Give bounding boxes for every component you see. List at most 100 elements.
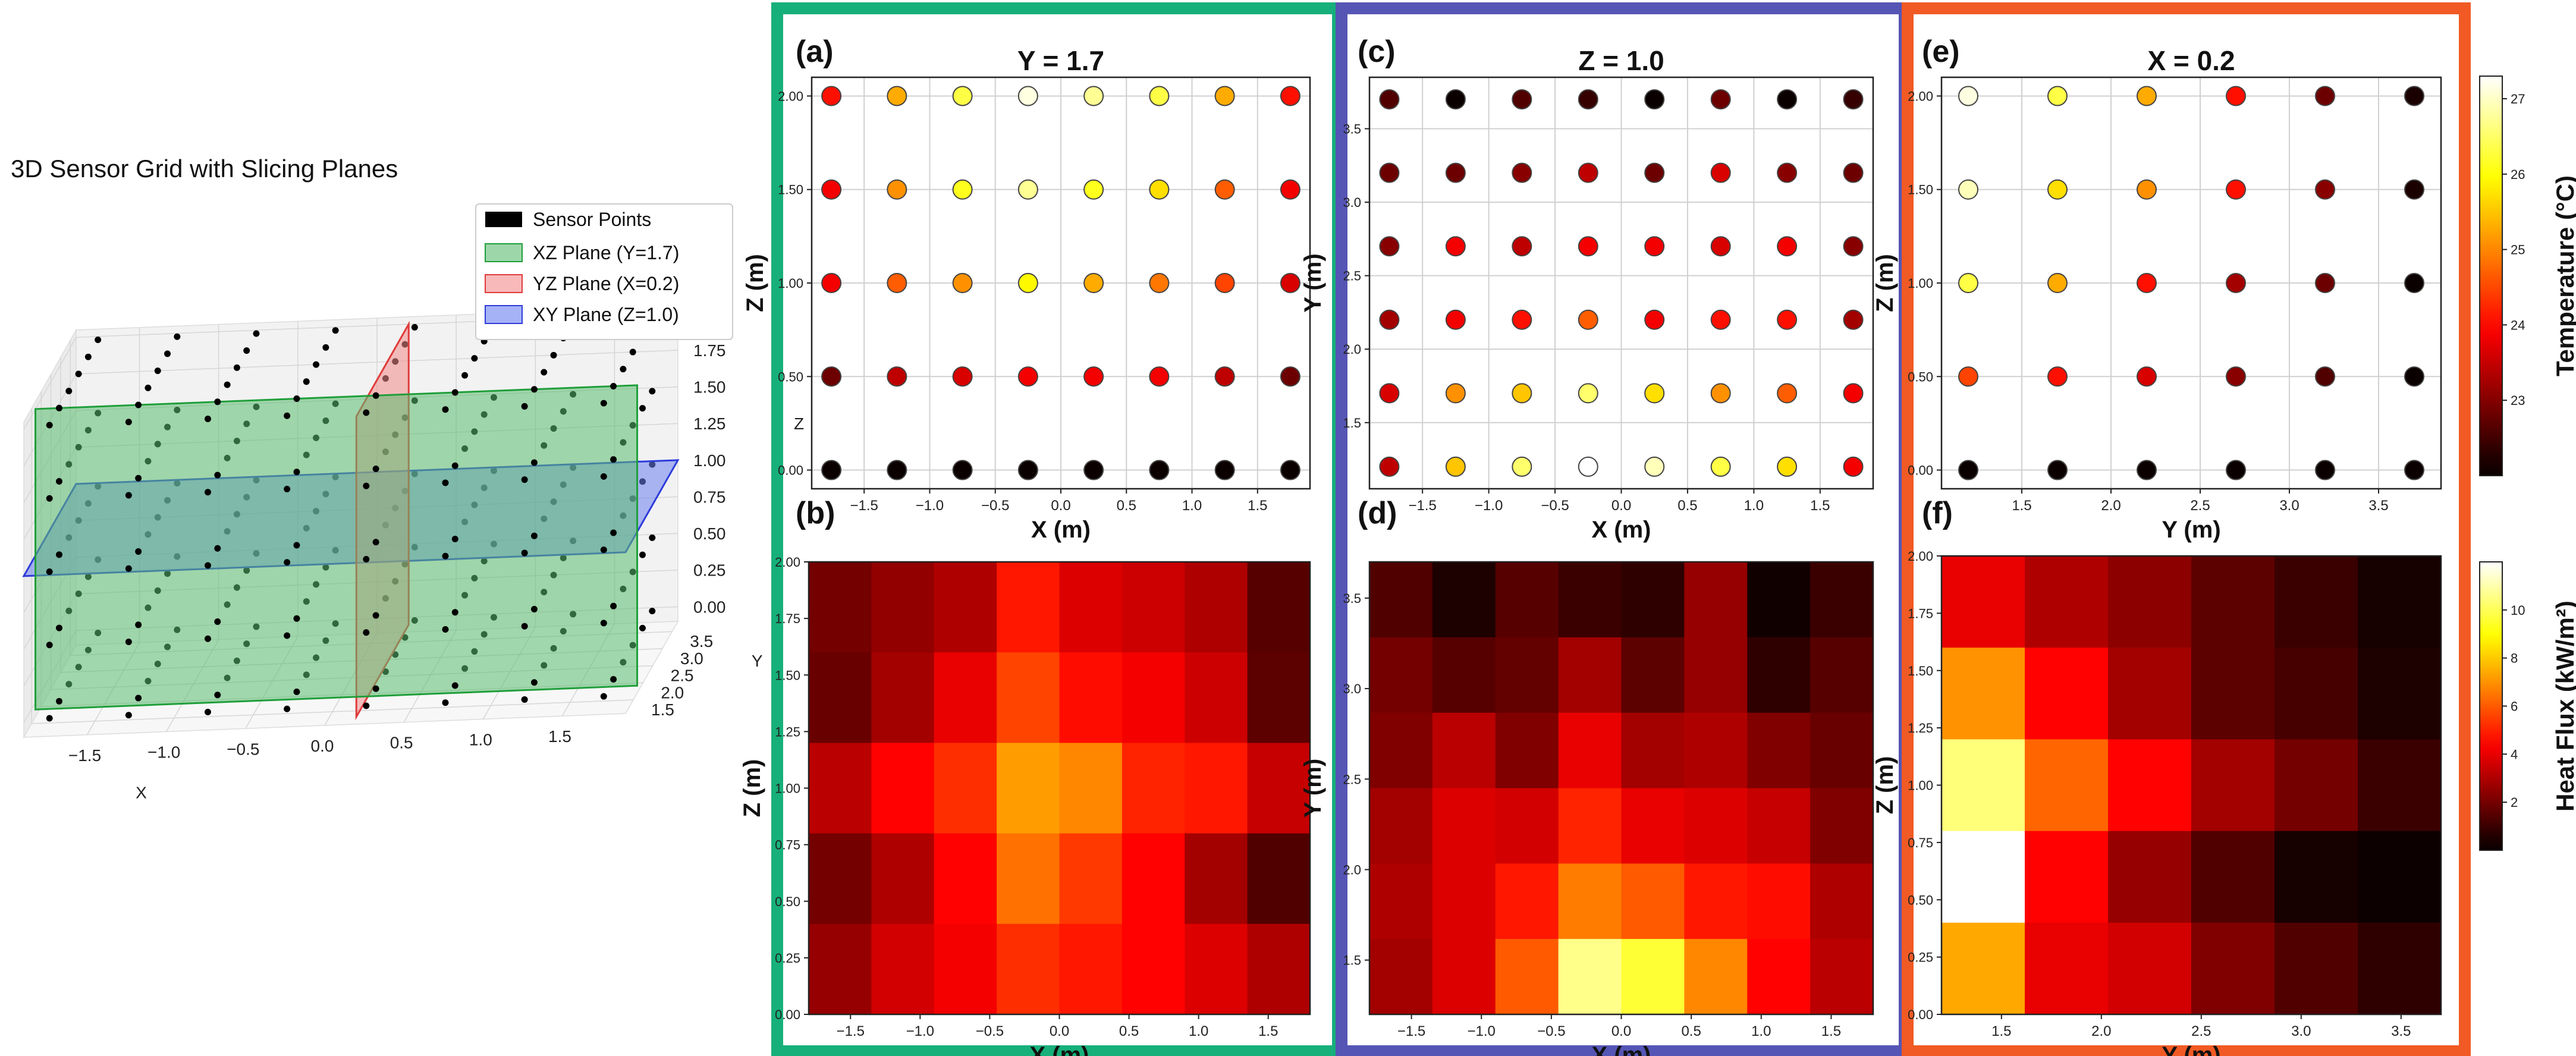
- sensor-point-3d: [253, 330, 260, 337]
- sensor-point: [1379, 456, 1400, 477]
- sensor-point: [1280, 86, 1300, 106]
- x-tick-label: 0.5: [1119, 1023, 1139, 1039]
- sensor-point-3d: [293, 615, 300, 622]
- y-tick-label: 0.00: [775, 1007, 800, 1022]
- sensor-point: [2404, 366, 2424, 387]
- sensor-point-3d: [600, 546, 607, 554]
- heatmap-cell: [2025, 831, 2109, 923]
- sensor-point: [1578, 236, 1598, 257]
- colorbar-tick-label: 4: [2511, 747, 2518, 762]
- sensor-point-3d: [135, 694, 142, 702]
- sensor-point: [1644, 236, 1665, 257]
- x-axis-label: X (m): [1592, 517, 1651, 543]
- heatmap-cell: [1621, 562, 1685, 638]
- sensor-point: [1017, 366, 1038, 387]
- heatmap-cell: [1495, 562, 1559, 638]
- heatmap-cell: [1558, 863, 1622, 939]
- sensor-point-3d: [600, 620, 607, 627]
- y-tick-label: 0.75: [775, 838, 800, 853]
- sensor-point: [1512, 162, 1532, 183]
- 3d-plot-title: 3D Sensor Grid with Slicing Planes: [11, 155, 398, 183]
- sensor-point-3d: [372, 466, 379, 473]
- heatmap-cell: [1247, 652, 1311, 743]
- heatmap-cell: [1747, 939, 1811, 1015]
- sensor-point: [1083, 179, 1104, 200]
- y3d-tick-label: 3.0: [680, 649, 703, 668]
- sensor-point: [1083, 86, 1104, 106]
- sensor-point-3d: [293, 469, 300, 476]
- x-tick-label: 1.0: [1182, 498, 1202, 514]
- y-tick-label: 3.0: [1343, 195, 1361, 210]
- sensor-point-3d: [205, 562, 212, 569]
- sensor-point: [1083, 460, 1104, 480]
- heatmap-cell: [871, 923, 935, 1015]
- x-tick-label: 1.5: [1258, 1023, 1278, 1039]
- sensor-point-3d: [75, 370, 82, 378]
- sensor-point: [1445, 162, 1466, 183]
- sensor-point: [1843, 309, 1864, 330]
- sensor-point: [1512, 383, 1532, 404]
- sensor-point-3d: [125, 492, 132, 499]
- heatmap-cell: [809, 562, 872, 653]
- x-tick-label: −1.5: [1408, 498, 1436, 514]
- heatmap-cell: [1185, 562, 1248, 653]
- heatmap-cell: [1369, 863, 1433, 939]
- heatmap-cell: [1185, 743, 1248, 834]
- sensor-point-3d: [372, 392, 379, 399]
- legend-swatch-xy-plane: [485, 305, 523, 324]
- colorbar-tick-label: 24: [2511, 318, 2525, 332]
- legend-swatch-xz-plane: [485, 243, 523, 262]
- heatmap-cell: [1495, 788, 1559, 864]
- panel-b-heatflux-y-slice: (b) −1.5 −1.0 −0.5 0.0 0.5 1.0 1.5 0.00 0.25 0.50 0…: [739, 496, 1311, 1056]
- sensor-point-3d: [56, 478, 63, 485]
- sensor-point-3d: [372, 612, 379, 619]
- heatmap-cell: [1621, 939, 1685, 1015]
- y-tick-label: 1.50: [1908, 183, 1933, 197]
- sensor-point-3d: [530, 679, 538, 686]
- sensor-point: [1445, 89, 1466, 110]
- sensor-point-3d: [610, 602, 617, 609]
- y3d-tick-label: 2.0: [661, 683, 684, 702]
- heatmap-cell: [2275, 648, 2358, 740]
- heatmap-cell: [1185, 652, 1248, 743]
- x-tick-label: 0.5: [1681, 1023, 1701, 1039]
- heatmap-cell: [2191, 831, 2275, 923]
- x-tick-label: −1.5: [837, 1023, 865, 1039]
- x3d-axis-label: X: [136, 784, 147, 802]
- sensor-point: [2137, 366, 2157, 387]
- sensor-point-3d: [125, 712, 132, 719]
- sensor-point-3d: [214, 692, 221, 699]
- z3d-tick-label: 1.00: [693, 451, 726, 470]
- sensor-point: [1379, 383, 1400, 404]
- sensor-point-3d: [56, 404, 63, 411]
- heatmap-cell: [1810, 712, 1874, 789]
- x-tick-label: −1.0: [906, 1023, 934, 1039]
- sensor-point-3d: [442, 552, 449, 560]
- sensor-point: [887, 86, 907, 106]
- heatmap-cell: [1495, 863, 1559, 939]
- x-tick-label: 3.5: [2368, 498, 2388, 514]
- sensor-point-3d: [363, 409, 370, 416]
- 3d-legend: Sensor Points XZ Plane (Y=1.7) YZ Plane …: [475, 203, 733, 340]
- sensor-point: [887, 273, 907, 293]
- sensor-point: [1958, 273, 1978, 293]
- sensor-point-3d: [521, 403, 528, 410]
- x-tick-label: 1.5: [1248, 498, 1267, 514]
- x-tick-label: 3.0: [2291, 1023, 2311, 1039]
- sensor-point: [1777, 383, 1798, 404]
- y-tick-label: 1.75: [1908, 606, 1933, 621]
- heatmap-cell: [1059, 833, 1123, 925]
- legend-label-sensor-points: Sensor Points: [533, 209, 651, 230]
- panel-e-temperature-x-slice: (e) X = 0.2 1.5 2.0 2.5 3.0 3.5 0.00 0.50 1.00 1.5…: [1872, 34, 2442, 543]
- x-axis-label: X (m): [1592, 1042, 1651, 1056]
- sensor-point-3d: [550, 351, 557, 359]
- y-tick-label: 2.5: [1343, 772, 1361, 787]
- heatmap-cell: [997, 652, 1060, 743]
- heatmap-cell: [2025, 648, 2109, 740]
- legend-label-xz-plane: XZ Plane (Y=1.7): [533, 242, 679, 263]
- heatmap-cell: [1247, 743, 1311, 834]
- y-tick-label: 2.00: [1908, 89, 1933, 103]
- x-tick-label: −1.0: [916, 498, 944, 514]
- sensor-point-3d: [233, 364, 240, 371]
